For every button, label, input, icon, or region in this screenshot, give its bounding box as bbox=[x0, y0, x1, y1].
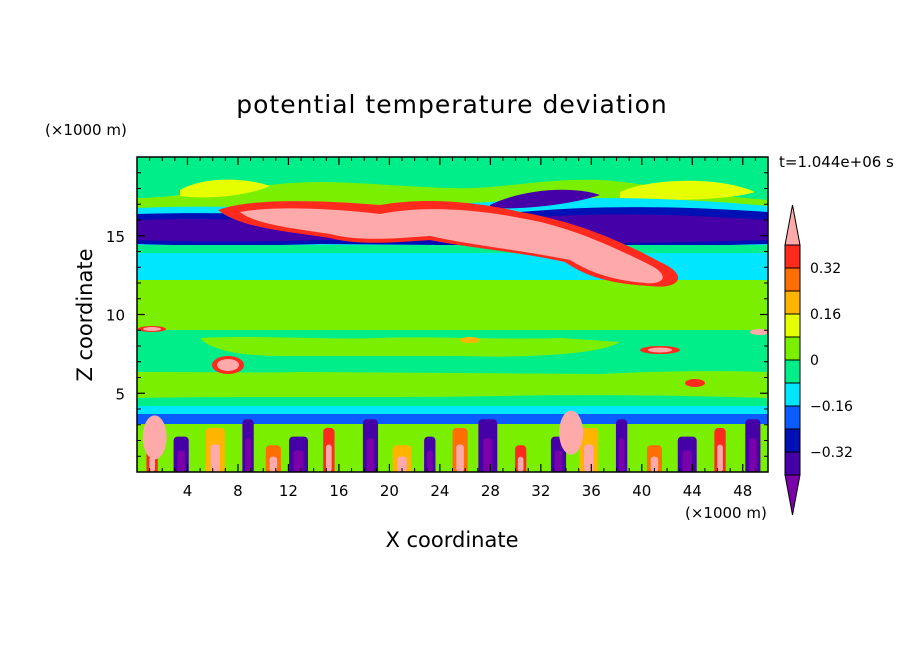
colorbar-label: 0.32 bbox=[810, 261, 841, 277]
y-tick-label: 10 bbox=[106, 307, 125, 325]
x-axis-ticks: 4 8 12 16 20 24 28 32 36 40 44 48 bbox=[149, 157, 756, 500]
y-tick-label: 5 bbox=[115, 385, 125, 403]
warm-blob bbox=[559, 410, 584, 455]
x-tick-label: 28 bbox=[481, 482, 500, 500]
y-axis-label: Z coordinate bbox=[73, 248, 97, 381]
colorbar-box bbox=[784, 428, 801, 453]
cold-column-core bbox=[618, 438, 625, 472]
chart-title: potential temperature deviation bbox=[236, 90, 667, 119]
colorbar-box bbox=[784, 244, 801, 269]
warm-column-core bbox=[717, 444, 723, 472]
warm-column-core bbox=[325, 444, 332, 472]
warm-column-core bbox=[584, 444, 594, 472]
x-tick-label: 40 bbox=[632, 482, 651, 500]
warm-column-core bbox=[456, 444, 464, 472]
mid-green-patch bbox=[200, 337, 620, 357]
colorbar-label: −0.32 bbox=[810, 445, 853, 461]
warm-blob bbox=[143, 327, 161, 331]
colorbar-box bbox=[784, 359, 801, 384]
mid-teal-band bbox=[137, 245, 768, 253]
x-tick-label: 4 bbox=[183, 482, 193, 500]
time-label: t=1.044e+06 s bbox=[779, 153, 894, 171]
colorbar-box bbox=[784, 382, 801, 407]
cold-column-core bbox=[293, 450, 304, 472]
cold-column-core bbox=[682, 450, 692, 472]
cold-column-core bbox=[245, 438, 251, 472]
colorbar-label: 0.16 bbox=[810, 307, 841, 323]
x-tick-label: 12 bbox=[279, 482, 298, 500]
x-tick-label: 44 bbox=[683, 482, 702, 500]
contour-field bbox=[137, 157, 768, 472]
lower-blue-strip bbox=[137, 414, 768, 424]
colorbar-box bbox=[784, 336, 801, 361]
x-unit-label: (×1000 m) bbox=[685, 504, 767, 522]
upper-cold-cap bbox=[490, 189, 600, 209]
warm-blob bbox=[217, 359, 239, 371]
x-tick-label: 24 bbox=[430, 482, 449, 500]
colorbar-top-arrow bbox=[784, 204, 801, 246]
y-unit-label: (×1000 m) bbox=[45, 121, 127, 139]
upper-teal-patch bbox=[137, 157, 768, 200]
warm-blob bbox=[685, 379, 705, 387]
cold-column-core bbox=[554, 450, 563, 472]
x-tick-label: 16 bbox=[329, 482, 348, 500]
upper-yellow-patch bbox=[180, 179, 270, 198]
x-axis-label: X coordinate bbox=[385, 528, 518, 552]
warm-blob bbox=[460, 337, 480, 343]
x-tick-label: 20 bbox=[380, 482, 399, 500]
warm-column-core bbox=[517, 456, 524, 472]
lower-cyan-strip bbox=[137, 406, 768, 414]
colorbar-label: 0 bbox=[810, 353, 819, 369]
colorbar: 0.32 0.16 0 −0.16 −0.32 bbox=[784, 204, 853, 516]
x-tick-label: 8 bbox=[233, 482, 243, 500]
colorbar-label: −0.16 bbox=[810, 399, 853, 415]
y-axis-ticks: 5 10 15 bbox=[106, 172, 768, 457]
x-tick-label: 32 bbox=[531, 482, 550, 500]
cold-column-core bbox=[426, 450, 433, 472]
colorbar-box bbox=[784, 267, 801, 292]
colorbar-bottom-arrow bbox=[784, 474, 801, 516]
colorbar-box bbox=[784, 313, 801, 338]
x-tick-label: 48 bbox=[733, 482, 752, 500]
warm-blob bbox=[142, 415, 167, 460]
x-tick-label: 36 bbox=[582, 482, 601, 500]
colorbar-box bbox=[784, 451, 801, 476]
warm-column-core bbox=[269, 456, 278, 472]
cold-column-core bbox=[177, 450, 185, 472]
warm-blob bbox=[750, 329, 768, 335]
y-tick-label: 15 bbox=[106, 228, 125, 246]
warm-plume bbox=[240, 208, 663, 284]
warm-column-core bbox=[397, 456, 407, 472]
warm-column-core bbox=[149, 456, 155, 472]
cold-column-core bbox=[366, 438, 375, 472]
cold-column-core bbox=[483, 438, 493, 472]
cold-column-core bbox=[749, 438, 757, 472]
warm-column-core bbox=[210, 444, 220, 472]
upper-yellow-patch bbox=[620, 180, 755, 200]
colorbar-box bbox=[784, 290, 801, 315]
colorbar-box bbox=[784, 405, 801, 430]
surface-columns bbox=[142, 410, 761, 472]
warm-blob bbox=[648, 347, 672, 353]
warm-column-core bbox=[650, 456, 659, 472]
